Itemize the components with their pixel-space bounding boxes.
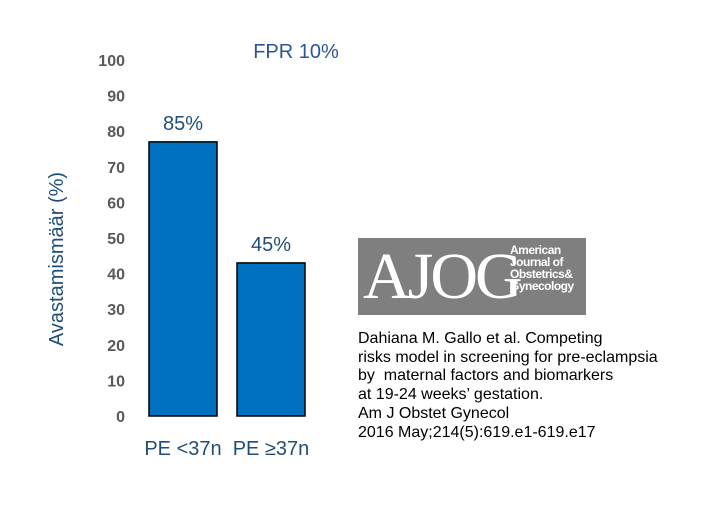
bar: [148, 141, 218, 417]
citation-line: 2016 May;214(5):619.e1-619.e17: [358, 423, 596, 441]
y-tick-label: 80: [107, 124, 125, 141]
y-tick-label: 40: [107, 267, 125, 284]
y-tick-label: 100: [98, 53, 125, 70]
category-labels: PE <37n PE ≥37n: [144, 438, 309, 460]
data-label: 85%: [163, 113, 203, 135]
bar: [236, 262, 306, 417]
data-labels: 85% 45%: [163, 113, 291, 256]
chart-title: FPR 10%: [253, 41, 339, 63]
y-tick-label: 30: [107, 302, 125, 319]
logo-journal-name: American Journal of Obstetrics& Gynecolo…: [510, 244, 584, 292]
y-tick-label: 0: [116, 409, 125, 426]
y-tick-label: 90: [107, 89, 125, 106]
bars: [148, 141, 306, 417]
y-tick-label: 10: [107, 373, 125, 390]
logo-wordmark: AJOG: [363, 240, 523, 313]
data-label: 45%: [251, 234, 291, 256]
ajog-logo: AJOG American Journal of Obstetrics& Gyn…: [358, 238, 586, 315]
citation-line: Dahiana M. Gallo et al. Competing: [358, 330, 603, 347]
citation-line: Am J Obstet Gynecol: [358, 404, 510, 422]
y-tick-label: 70: [107, 160, 125, 177]
y-axis-ticks: 0 10 20 30 40 50 60 70 80 90 100: [98, 53, 125, 426]
logo-line: American: [510, 243, 561, 257]
citation-line: risks model in screening for pre-eclamps…: [358, 348, 658, 366]
citation-text: Dahiana M. Gallo et al. Competing risks …: [358, 330, 698, 442]
y-tick-label: 20: [107, 338, 125, 355]
y-axis-label: Avastamismäär (%): [46, 172, 68, 346]
y-tick-label: 50: [107, 231, 125, 248]
citation-line: by maternal factors and biomarkers: [358, 367, 614, 385]
logo-line: Journal of: [510, 255, 564, 269]
logo-line: Gynecology: [510, 279, 574, 293]
logo-line: Obstetrics&: [510, 267, 573, 281]
citation-line: at 19-24 weeks’ gestation.: [358, 386, 544, 404]
category-label: PE ≥37n: [233, 438, 310, 460]
y-tick-label: 60: [107, 195, 125, 212]
category-label: PE <37n: [144, 438, 221, 460]
